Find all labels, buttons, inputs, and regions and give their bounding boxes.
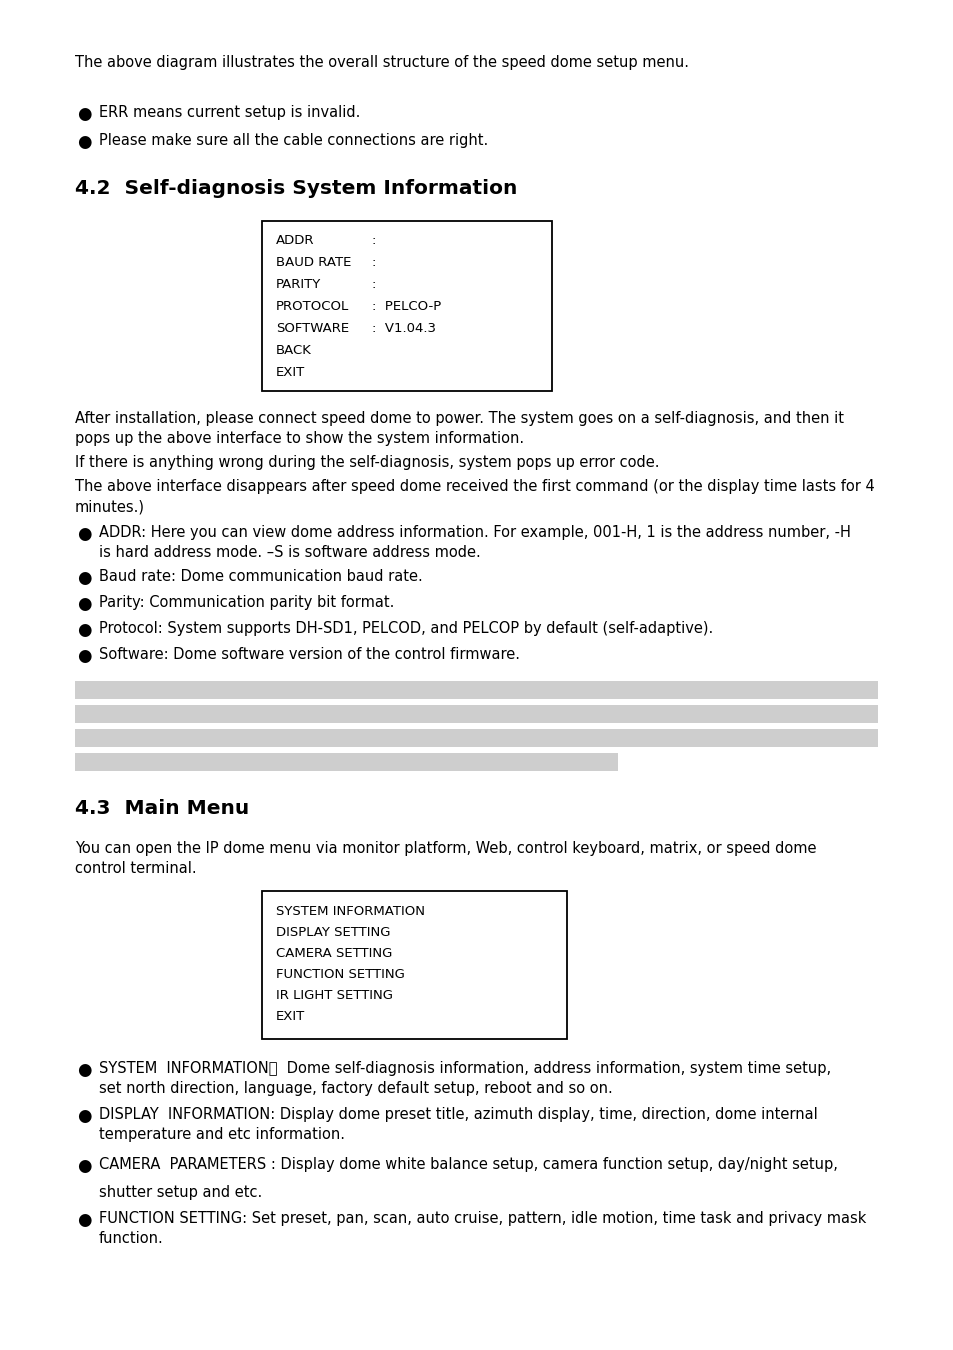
Text: The above diagram illustrates the overall structure of the speed dome setup menu: The above diagram illustrates the overal… [75,55,688,70]
Text: shutter setup and etc.: shutter setup and etc. [99,1185,262,1200]
Text: :  PELCO-P: : PELCO-P [372,300,441,313]
Text: 4.3  Main Menu: 4.3 Main Menu [75,799,249,818]
Text: ●: ● [77,1157,91,1174]
Text: Software: Dome software version of the control firmware.: Software: Dome software version of the c… [99,647,519,662]
Text: FUNCTION SETTING: FUNCTION SETTING [275,968,404,981]
Text: :  V1.04.3: : V1.04.3 [372,323,436,335]
Text: SYSTEM INFORMATION: SYSTEM INFORMATION [275,904,424,918]
Bar [75,705,877,724]
Text: Protocol: System supports DH-SD1, PELCOD, and PELCOP by default (self-adaptive).: Protocol: System supports DH-SD1, PELCOD… [99,621,713,636]
Text: ●: ● [77,647,91,666]
Text: temperature and etc information.: temperature and etc information. [99,1127,345,1142]
Text: ●: ● [77,1061,91,1079]
Text: Parity: Communication parity bit format.: Parity: Communication parity bit format. [99,595,394,610]
Text: IR LIGHT SETTING: IR LIGHT SETTING [275,990,393,1002]
Bar [262,891,566,1040]
Text: Baud rate: Dome communication baud rate.: Baud rate: Dome communication baud rate. [99,568,422,585]
Text: ADDR: Here you can view dome address information. For example, 001-H, 1 is the a: ADDR: Here you can view dome address inf… [99,525,850,540]
Text: After installation, please connect speed dome to power. The system goes on a sel: After installation, please connect speed… [75,410,843,427]
Text: :: : [372,256,376,269]
Text: EXIT: EXIT [275,1010,305,1023]
Text: :: : [372,278,376,292]
Text: ADDR: ADDR [275,234,314,247]
Text: set north direction, language, factory default setup, reboot and so on.: set north direction, language, factory d… [99,1081,612,1096]
Text: PARITY: PARITY [275,278,321,292]
Text: You can open the IP dome menu via monitor platform, Web, control keyboard, matri: You can open the IP dome menu via monito… [75,841,816,856]
Text: ●: ● [77,1211,91,1228]
Text: FUNCTION SETTING: Set preset, pan, scan, auto cruise, pattern, idle motion, time: FUNCTION SETTING: Set preset, pan, scan,… [99,1211,865,1226]
Text: ●: ● [77,595,91,613]
Text: function.: function. [99,1231,164,1246]
Text: is hard address mode. –S is software address mode.: is hard address mode. –S is software add… [99,545,480,560]
Bar [262,221,552,392]
Text: BACK: BACK [275,344,312,356]
Text: control terminal.: control terminal. [75,861,196,876]
Text: pops up the above interface to show the system information.: pops up the above interface to show the … [75,431,523,446]
Text: PROTOCOL: PROTOCOL [275,300,349,313]
Text: ●: ● [77,105,91,123]
Bar [75,680,877,699]
Text: The above interface disappears after speed dome received the first command (or t: The above interface disappears after spe… [75,479,874,494]
Text: minutes.): minutes.) [75,500,145,514]
Text: :: : [372,234,376,247]
Text: ●: ● [77,134,91,151]
Text: ●: ● [77,621,91,639]
Text: ERR means current setup is invalid.: ERR means current setup is invalid. [99,105,360,120]
Bar [75,753,618,771]
Text: BAUD RATE: BAUD RATE [275,256,351,269]
Text: ●: ● [77,568,91,587]
Text: If there is anything wrong during the self-diagnosis, system pops up error code.: If there is anything wrong during the se… [75,455,659,470]
Text: DISPLAY SETTING: DISPLAY SETTING [275,926,390,940]
Text: DISPLAY  INFORMATION: Display dome preset title, azimuth display, time, directio: DISPLAY INFORMATION: Display dome preset… [99,1107,817,1122]
Text: EXIT: EXIT [275,366,305,379]
Text: CAMERA  PARAMETERS : Display dome white balance setup, camera function setup, da: CAMERA PARAMETERS : Display dome white b… [99,1157,837,1172]
Text: Please make sure all the cable connections are right.: Please make sure all the cable connectio… [99,134,488,148]
Bar [75,729,877,747]
Text: CAMERA SETTING: CAMERA SETTING [275,946,392,960]
Text: ●: ● [77,525,91,543]
Text: SOFTWARE: SOFTWARE [275,323,349,335]
Text: SYSTEM  INFORMATION：  Dome self-diagnosis information, address information, syst: SYSTEM INFORMATION： Dome self-diagnosis … [99,1061,830,1076]
Text: ●: ● [77,1107,91,1125]
Text: 4.2  Self-diagnosis System Information: 4.2 Self-diagnosis System Information [75,180,517,198]
